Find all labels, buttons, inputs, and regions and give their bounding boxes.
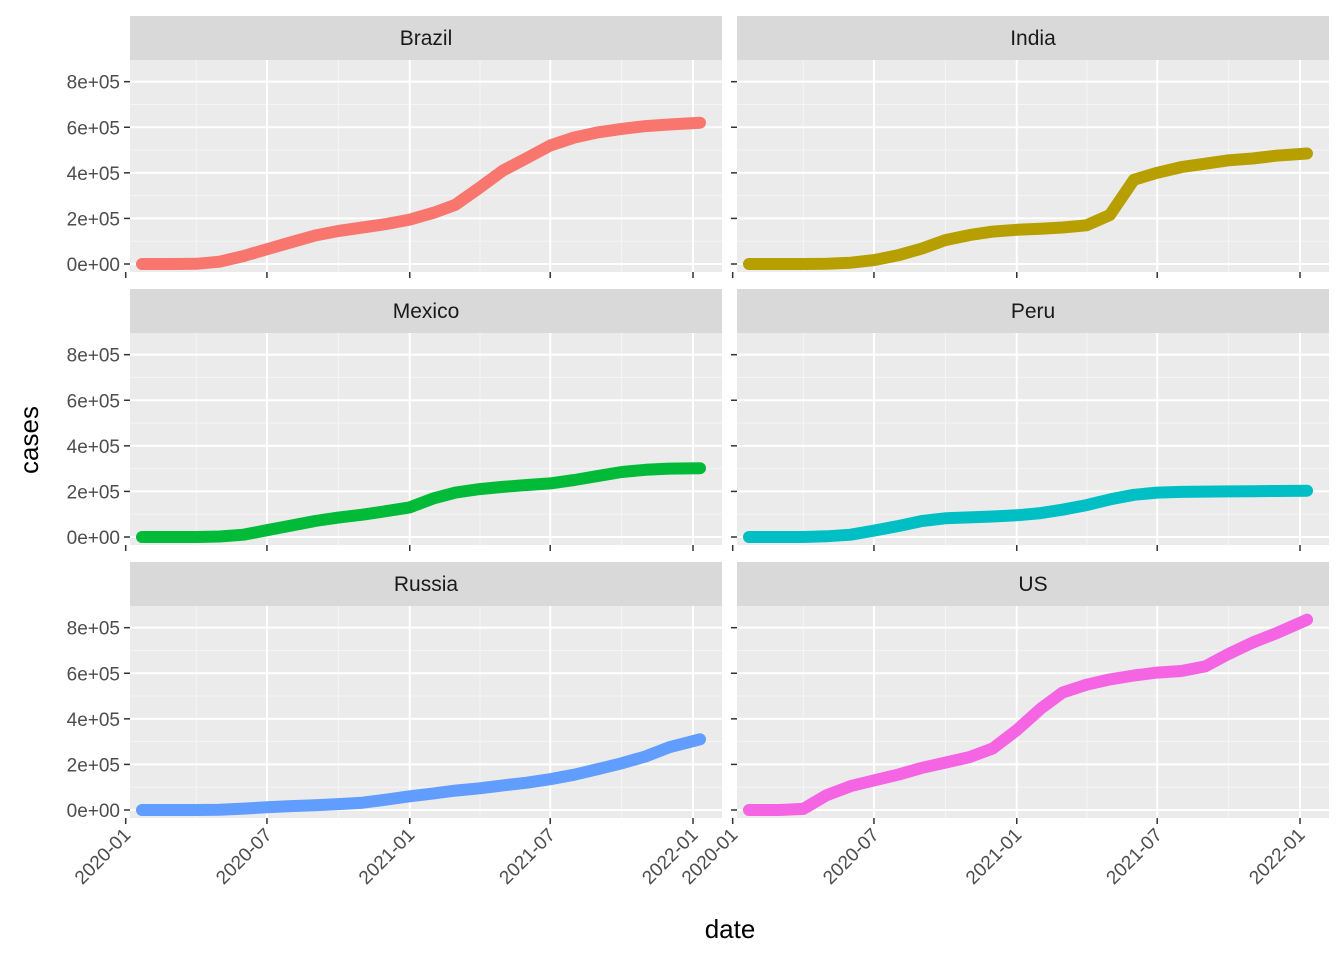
y-tick-label: 4e+05 [67, 164, 120, 185]
facet-panel-brazil: Brazil [124, 16, 722, 272]
facet-strip-label: Russia [394, 573, 459, 596]
x-tick-label: 2022-01 [1245, 825, 1309, 889]
facet-strip [737, 289, 1329, 333]
x-tick-label: 2020-07 [819, 825, 883, 889]
x-tick-label: 2021-07 [496, 825, 560, 889]
panel-background [737, 60, 1329, 272]
series-line-brazil [136, 116, 706, 270]
y-tick-label: 8e+05 [67, 619, 120, 640]
y-tick-label: 2e+05 [67, 209, 120, 230]
series-line-mexico [136, 462, 706, 543]
x-tick-label: 2020-01 [71, 825, 135, 889]
panel-background [130, 60, 722, 272]
facet-panel-russia: Russia [124, 562, 722, 818]
x-tick-label: 2021-01 [355, 825, 419, 889]
y-tick-label: 6e+05 [67, 118, 120, 139]
facet-strip-label: US [1018, 573, 1047, 596]
y-tick-label: 2e+05 [67, 755, 120, 776]
x-tick-label: 2021-01 [962, 825, 1026, 889]
y-tick-label: 6e+05 [67, 391, 120, 412]
facet-strip-label: Peru [1011, 300, 1055, 323]
facet-strip [737, 562, 1329, 606]
y-tick-label: 0e+00 [67, 801, 120, 822]
y-tick-label: 0e+00 [67, 255, 120, 276]
y-tick-label: 8e+05 [67, 346, 120, 367]
series-line-peru [743, 484, 1313, 543]
x-tick-label: 2021-07 [1103, 825, 1167, 889]
y-axes: 0e+00 2e+05 4e+05 6e+05 8e+05 0e+00 2e+05 4e+05… [67, 73, 737, 822]
facet-strip [130, 289, 722, 333]
panel-background [130, 333, 722, 545]
y-tick-label: 2e+05 [67, 482, 120, 503]
series-line-india [743, 147, 1313, 270]
y-axis-title: cases [14, 406, 44, 474]
panel-background [130, 606, 722, 818]
series-line-us [743, 613, 1313, 816]
facet-panel-us: US [731, 562, 1329, 818]
y-tick-label: 4e+05 [67, 710, 120, 731]
facet-strip [737, 16, 1329, 60]
facet-strip [130, 16, 722, 60]
y-tick-label: 0e+00 [67, 528, 120, 549]
series-line-russia [136, 733, 706, 816]
x-tick-label: 2020-07 [212, 825, 276, 889]
y-tick-label: 6e+05 [67, 664, 120, 685]
x-axis-title: date [705, 914, 756, 944]
facet-panel-peru: Peru [731, 289, 1329, 545]
facet-panel-india: India [731, 16, 1329, 272]
y-tick-label: 4e+05 [67, 437, 120, 458]
facet-panels: Brazil India Mexico Peru Russia US [124, 16, 1329, 818]
y-tick-label: 8e+05 [67, 73, 120, 94]
facet-strip-label: Brazil [400, 27, 453, 50]
facet-strip-label: India [1010, 27, 1056, 50]
facet-strip [130, 562, 722, 606]
facet-panel-mexico: Mexico [124, 289, 722, 545]
facet-strip-label: Mexico [393, 300, 460, 323]
